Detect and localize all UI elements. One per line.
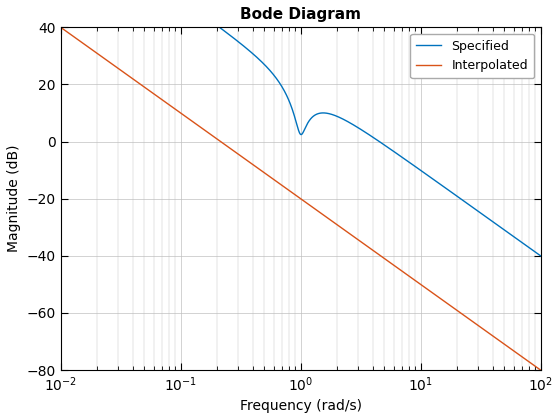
- Legend: Specified, Interpolated: Specified, Interpolated: [410, 34, 534, 78]
- Interpolated: [528, 361, 534, 366]
- Interpolated: [262, 171, 269, 176]
- Interpolated: [112, 64, 119, 69]
- Specified: [537, 253, 544, 258]
- Specified: [262, 63, 269, 68]
- Title: Bode Diagram: Bode Diagram: [240, 7, 361, 22]
- Specified: [528, 247, 534, 252]
- X-axis label: Frequency (rad/s): Frequency (rad/s): [240, 399, 362, 413]
- Interpolated: [141, 84, 147, 89]
- Interpolated: [241, 156, 248, 161]
- Interpolated: [537, 368, 544, 373]
- Interpolated: [476, 324, 483, 329]
- Y-axis label: Magnitude (dB): Magnitude (dB): [7, 145, 21, 252]
- Specified: [476, 210, 483, 215]
- Line: Interpolated: Interpolated: [60, 27, 540, 370]
- Interpolated: [57, 25, 64, 30]
- Specified: [241, 45, 248, 50]
- Line: Specified: Specified: [60, 0, 540, 256]
